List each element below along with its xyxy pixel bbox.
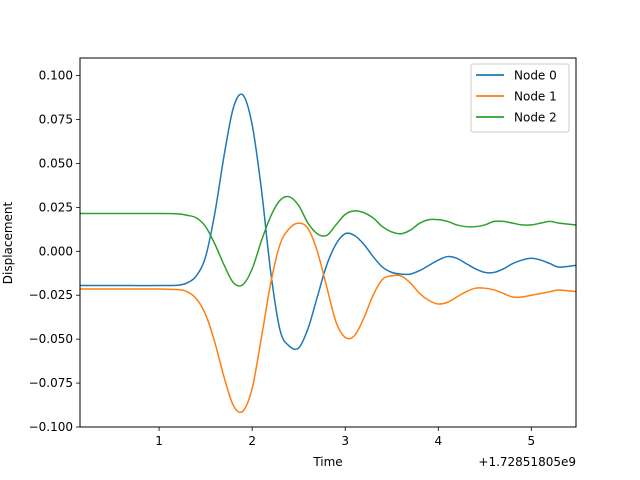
legend-label: Node 2	[514, 111, 557, 125]
x-tick-label: 5	[528, 434, 536, 448]
y-tick-label: 0.025	[39, 200, 73, 214]
x-tick-label: 4	[434, 434, 442, 448]
y-tick-label: −0.100	[29, 420, 73, 434]
y-axis-label: Displacement	[1, 201, 15, 284]
x-tick-label: 1	[155, 434, 163, 448]
legend-box	[470, 63, 570, 133]
x-tick-label: 2	[248, 434, 256, 448]
series-layer	[79, 93, 577, 414]
series-line-0	[79, 93, 577, 351]
y-tick-label: 0.075	[39, 113, 73, 127]
y-tick-label: −0.025	[29, 288, 73, 302]
y-tick-label: 0.050	[39, 156, 73, 170]
series-line-2	[79, 195, 577, 287]
series-line-1	[79, 222, 577, 414]
legend-items: Node 0 Node 1 Node 2	[476, 69, 557, 125]
legend-label: Node 1	[514, 90, 557, 104]
x-offset-text: +1.72851805e9	[478, 455, 576, 469]
y-tick-label: −0.075	[29, 376, 73, 390]
x-axis: 1 2 3 4 5	[155, 427, 535, 448]
legend-label: Node 0	[514, 69, 557, 83]
legend: Node 0 Node 1 Node 2	[470, 63, 570, 133]
y-tick-label: −0.050	[29, 332, 73, 346]
y-tick-label: 0.100	[39, 69, 73, 83]
x-tick-label: 3	[341, 434, 349, 448]
plot-frame	[79, 57, 577, 428]
y-tick-label: 0.000	[39, 244, 73, 258]
x-axis-label: Time	[312, 455, 342, 469]
y-axis: 0.100 0.075 0.050 0.025 0.000 −0.025 −0.050 −0.…	[29, 69, 80, 434]
